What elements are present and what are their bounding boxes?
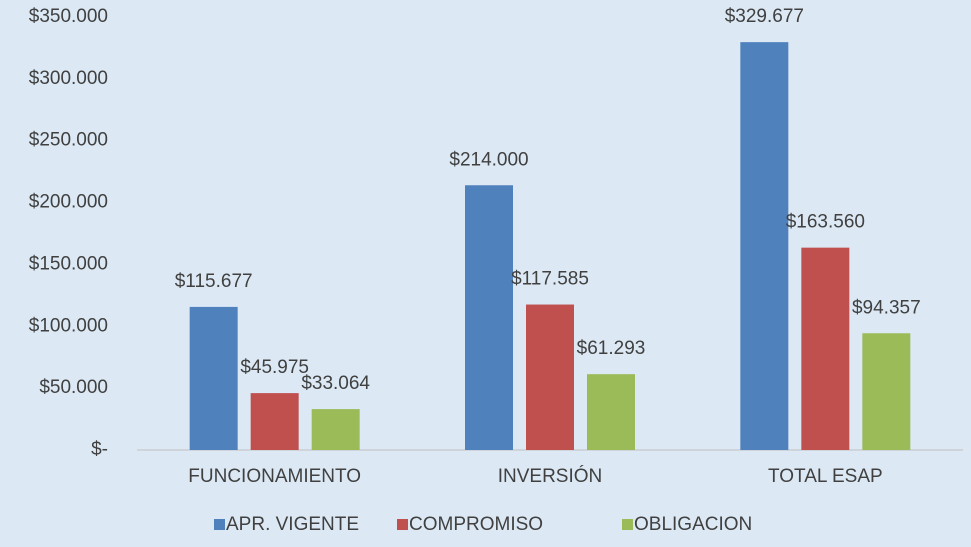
data-label: $329.677 [725,6,804,27]
bar [526,304,574,450]
bar [862,333,911,450]
data-label: $214.000 [449,149,528,170]
y-tick-label: $150.000 [29,253,108,274]
x-tick-label: FUNCIONAMIENTO [188,466,361,487]
bar [189,306,238,450]
y-tick-label: $250.000 [29,130,108,151]
y-tick-label: $300.000 [29,68,108,89]
y-tick-label: $- [91,439,108,460]
data-label: $117.585 [511,269,589,290]
y-tick-label: $100.000 [29,315,108,336]
data-label: $33.064 [301,373,370,394]
legend-label: COMPROMISO [409,514,543,535]
legend-label: APR. VIGENTE [226,514,359,535]
legend-swatch [622,519,633,530]
y-tick-label: $350.000 [29,6,108,27]
data-label: $45.975 [240,357,309,378]
bar [311,409,360,450]
x-tick-label: TOTAL ESAP [768,466,883,487]
data-label: $115.677 [175,271,253,292]
legend-swatch [214,519,225,530]
bar [801,247,850,450]
legend-label: OBLIGACION [634,514,752,535]
legend-swatch [397,519,408,530]
bar [250,393,299,450]
bar [465,185,513,450]
data-label: $94.357 [852,297,921,318]
data-label: $163.560 [786,212,865,233]
bar [740,42,789,450]
y-tick-label: $200.000 [29,192,108,213]
y-tick-label: $50.000 [39,377,108,398]
x-tick-label: INVERSIÓN [498,465,603,487]
data-label: $61.293 [577,338,646,359]
bar [587,374,635,450]
